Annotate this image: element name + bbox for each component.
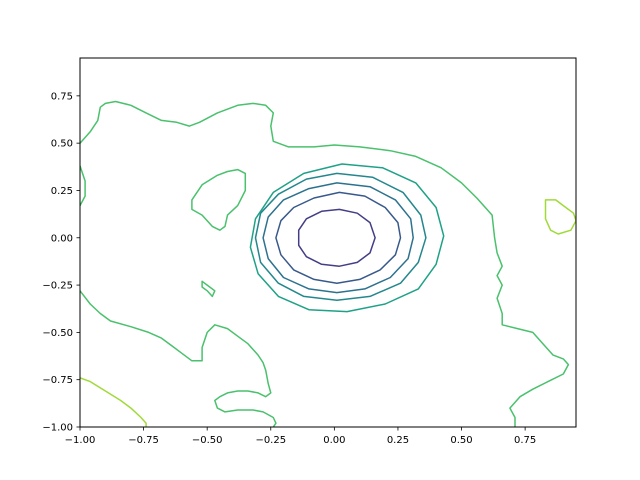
x-tick-label: −0.75 bbox=[128, 435, 159, 446]
contour-line-level-7-11 bbox=[544, 199, 576, 235]
contour-line-level-6-5 bbox=[80, 100, 570, 427]
x-tick-label: −1.00 bbox=[65, 435, 96, 446]
y-tick-label: −1.00 bbox=[42, 423, 73, 434]
y-tick-label: 0.25 bbox=[51, 186, 73, 197]
contour-line-level-6-8 bbox=[191, 168, 247, 231]
y-tick-label: −0.75 bbox=[42, 375, 73, 386]
x-tick-label: 0.25 bbox=[387, 435, 409, 446]
contour-line-level-6-9 bbox=[201, 280, 216, 298]
contour-line-level-6-7 bbox=[80, 290, 277, 427]
y-axis: −1.00 −0.75 −0.50 −0.25 0.00 0.25 0.50 0.75 bbox=[42, 91, 80, 434]
contour-line-level-2-1 bbox=[275, 191, 402, 284]
x-tick-label: 0.75 bbox=[514, 435, 536, 446]
y-tick-label: 0.50 bbox=[51, 139, 73, 150]
y-tick-label: 0.75 bbox=[51, 91, 73, 102]
contour-line-level-6-6 bbox=[80, 165, 86, 206]
x-tick-label: −0.25 bbox=[255, 435, 286, 446]
y-tick-label: −0.50 bbox=[42, 328, 73, 339]
contour-lines bbox=[80, 100, 576, 427]
x-tick-label: −0.50 bbox=[192, 435, 223, 446]
contour-line-level-4-3 bbox=[254, 172, 427, 301]
axes-frame bbox=[79, 57, 577, 428]
contour-line-level-3-2 bbox=[262, 182, 414, 294]
x-axis: −1.00 −0.75 −0.50 −0.25 0.00 0.25 0.50 0.75 bbox=[65, 427, 536, 446]
contour-line-level-7-10 bbox=[80, 377, 147, 427]
contour-line-level-5-4 bbox=[249, 163, 445, 313]
y-tick-label: 0.00 bbox=[51, 233, 73, 244]
x-tick-label: 0.00 bbox=[323, 435, 345, 446]
x-tick-label: 0.50 bbox=[450, 435, 472, 446]
contour-line-level-1-0 bbox=[297, 208, 376, 267]
y-tick-label: −0.25 bbox=[42, 281, 73, 292]
